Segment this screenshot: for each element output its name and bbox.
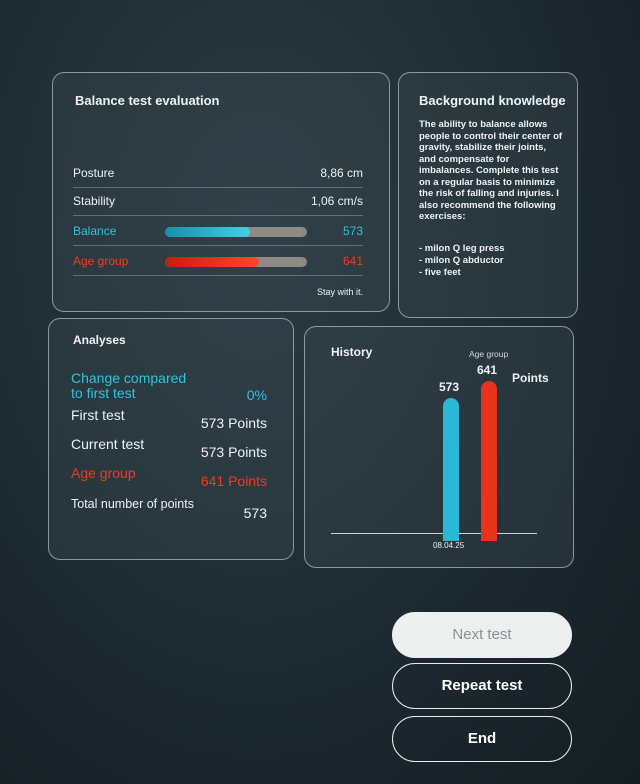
bar [481, 381, 497, 541]
value: 8,86 cm [320, 166, 363, 180]
row: Stability 1,06 cm/s [73, 187, 363, 216]
body-text: The ability to balance allows people to … [419, 119, 563, 222]
panel-title: Balance test evaluation [75, 93, 220, 108]
date-label: 08.04.25 [433, 541, 465, 550]
exercise: - milon Q abductor [419, 255, 504, 266]
next-test-button[interactable]: Next test [392, 612, 572, 658]
panel-title: Analyses [73, 333, 126, 347]
value: 641 Points [200, 473, 267, 489]
progress-track [165, 227, 307, 237]
bar-value: 573 [439, 379, 460, 394]
label: Balance [73, 224, 117, 238]
row: Age group 641 [73, 247, 363, 276]
value: 573 [243, 505, 267, 521]
repeat-test-button[interactable]: Repeat test [392, 663, 572, 709]
progress-fill [165, 257, 259, 267]
value: 1,06 cm/s [310, 194, 363, 208]
exercise: - milon Q leg press [419, 243, 505, 254]
axis [331, 533, 537, 534]
label: Age group [73, 254, 129, 268]
value: 573 Points [200, 444, 267, 460]
label: First test [71, 407, 125, 423]
value: 573 Points [200, 415, 267, 431]
balance-panel: Balance test evaluation Posture 8,86 cm S… [52, 72, 390, 312]
value: 0% [246, 387, 267, 403]
knowledge-panel: Background knowledge The ability to bala… [398, 72, 578, 318]
exercise: - five feet [419, 267, 461, 278]
bar-label: Age group [469, 349, 509, 359]
progress-fill [165, 227, 251, 237]
panel-title: History [331, 345, 373, 359]
value: 641 [342, 254, 363, 268]
panel-title: Background knowledge [419, 93, 566, 108]
value: 573 [342, 224, 363, 238]
history-panel: History 08.04.25 Points 573 641 Age group [304, 326, 574, 568]
progress-track [165, 257, 307, 267]
bar [443, 397, 459, 541]
label: Posture [73, 166, 115, 180]
row: Posture 8,86 cm [73, 159, 363, 188]
row: Balance 573 [73, 217, 363, 246]
analyses-panel: Analyses Change compared to first test 0%… [48, 318, 294, 560]
label: Total number of points [71, 497, 194, 511]
unit-label: Points [512, 371, 549, 385]
label: Current test [71, 436, 145, 452]
note: Stay with it. [316, 287, 363, 297]
bar-value: 641 [477, 363, 498, 377]
end-button[interactable]: End [392, 716, 572, 762]
label: Stability [73, 194, 116, 208]
label: Age group [71, 465, 136, 481]
label: Change compared to first test [71, 370, 187, 401]
